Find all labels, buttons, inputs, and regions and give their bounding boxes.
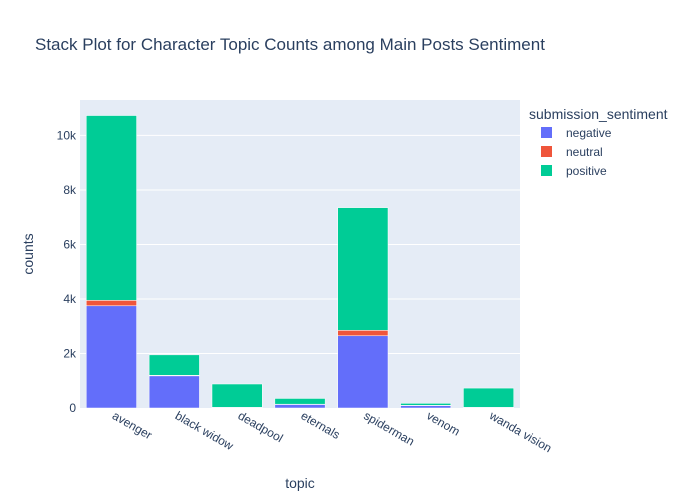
- bar-positive: [274, 398, 326, 405]
- bar-positive: [337, 207, 389, 331]
- y-axis-title: counts: [20, 233, 36, 274]
- bar-positive: [400, 403, 452, 406]
- legend-label-neutral: neutral: [566, 145, 603, 159]
- x-tick-label: wanda vision: [486, 408, 554, 455]
- x-tick-label: venom: [424, 408, 462, 438]
- legend-title: submission_sentiment: [529, 106, 668, 122]
- bar-negative: [400, 405, 452, 409]
- bar-positive: [148, 354, 200, 376]
- y-axis-ticks: 0 2k 4k 6k 8k 10k: [57, 128, 77, 415]
- x-axis-ticks: avenger black widow deadpool eternals spider…: [110, 408, 554, 455]
- legend: submission_sentiment negative neutral posi…: [529, 106, 668, 178]
- y-tick-label: 0: [69, 401, 76, 415]
- y-tick-label: 8k: [63, 183, 77, 197]
- bar-negative: [86, 305, 137, 409]
- x-tick-label: spiderman: [361, 408, 417, 448]
- bar-positive: [211, 383, 263, 408]
- bar-positive: [86, 115, 137, 301]
- y-tick-label: 4k: [63, 292, 77, 306]
- x-tick-label: eternals: [299, 408, 343, 441]
- bar-negative: [337, 335, 389, 409]
- bar-neutral: [337, 330, 389, 337]
- legend-swatch-neutral: [541, 146, 552, 157]
- y-tick-label: 6k: [63, 237, 77, 251]
- chart-title: Stack Plot for Character Topic Counts am…: [35, 35, 545, 54]
- y-tick-label: 2k: [63, 346, 77, 360]
- x-tick-label: avenger: [110, 408, 155, 442]
- legend-swatch-positive: [541, 165, 552, 176]
- bar-negative: [148, 375, 200, 409]
- x-tick-label: deadpool: [236, 408, 286, 445]
- x-tick-label: black widow: [173, 408, 236, 453]
- gridlines: [80, 134, 520, 354]
- x-axis-title: topic: [285, 475, 315, 491]
- bar-positive: [463, 387, 514, 408]
- y-tick-label: 10k: [57, 128, 77, 142]
- bar-neutral: [86, 300, 137, 307]
- legend-label-positive: positive: [566, 164, 607, 178]
- bars: [86, 115, 514, 409]
- legend-swatch-negative: [541, 127, 552, 138]
- bar-negative: [274, 404, 326, 409]
- plot-background: [80, 100, 520, 408]
- legend-label-negative: negative: [566, 126, 612, 140]
